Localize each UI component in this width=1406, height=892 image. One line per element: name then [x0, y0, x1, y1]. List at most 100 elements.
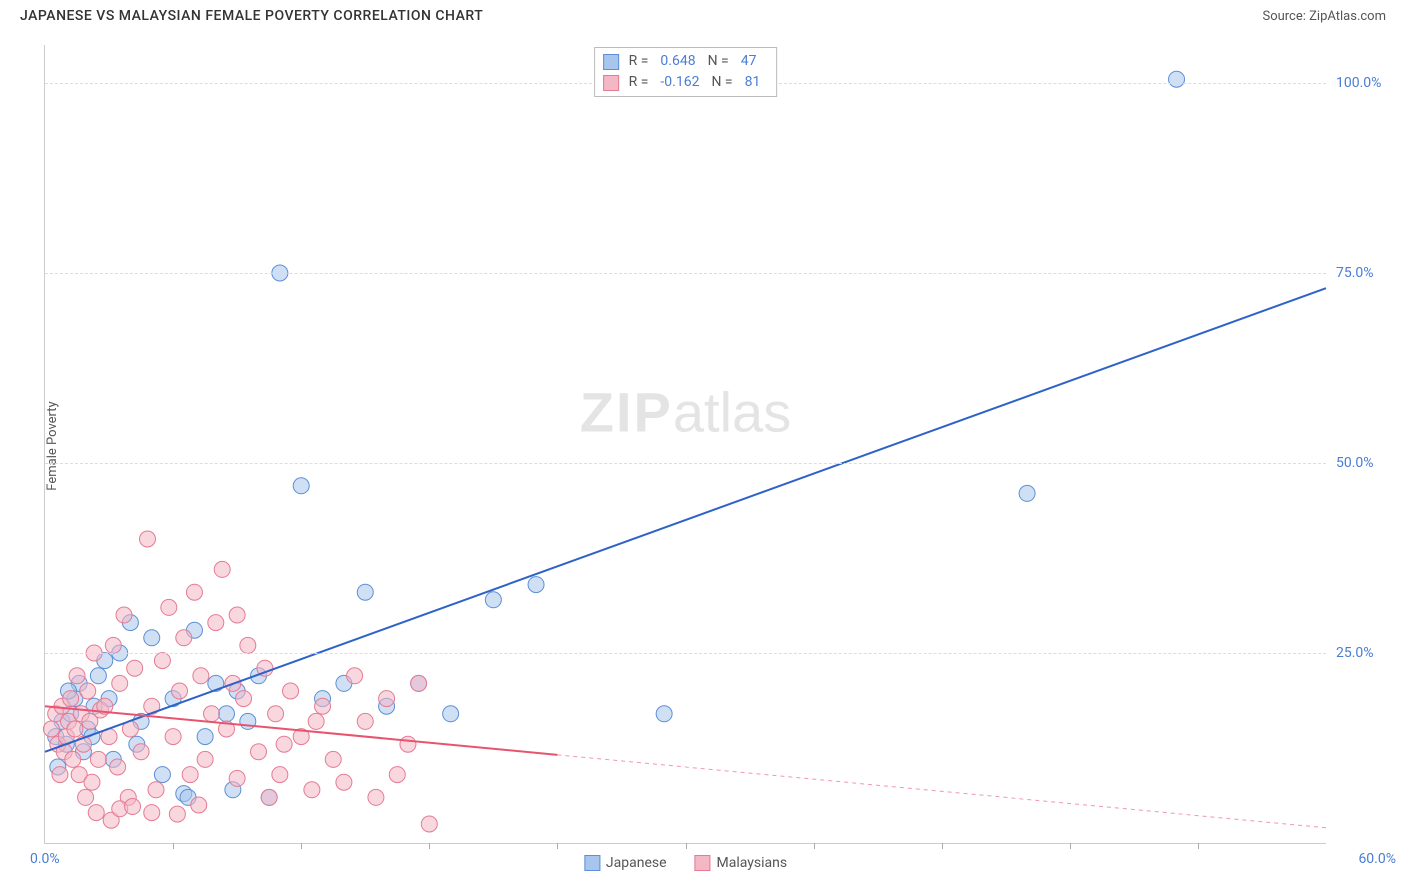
swatch-malaysians-icon [695, 855, 711, 871]
source-name: ZipAtlas.com [1309, 9, 1386, 24]
grid-line [45, 653, 1326, 654]
data-point [421, 816, 437, 832]
data-point [90, 668, 106, 684]
grid-line [45, 463, 1326, 464]
data-point [229, 770, 245, 786]
n-label: N = [711, 72, 732, 93]
data-point [261, 789, 277, 805]
data-point [229, 607, 245, 623]
data-point [400, 736, 416, 752]
data-point [357, 713, 373, 729]
data-point [125, 799, 141, 815]
data-point [84, 774, 100, 790]
data-point [197, 729, 213, 745]
x-tick [686, 843, 687, 849]
data-point [169, 806, 185, 822]
data-point [112, 675, 128, 691]
data-point [127, 660, 143, 676]
data-point [88, 805, 104, 821]
data-point [208, 615, 224, 631]
legend-item-malaysians: Malaysians [695, 855, 788, 871]
x-tick [1198, 843, 1199, 849]
header: JAPANESE VS MALAYSIAN FEMALE POVERTY COR… [0, 0, 1406, 28]
chart-plot-area: ZIPatlas R = 0.648 N = 47 R = -0.162 N =… [44, 45, 1326, 844]
data-point [144, 805, 160, 821]
legend-row-malaysians: R = -0.162 N = 81 [603, 72, 767, 93]
y-tick-label: 100.0% [1336, 75, 1396, 91]
data-point [78, 789, 94, 805]
data-point [276, 736, 292, 752]
legend-row-japanese: R = 0.648 N = 47 [603, 51, 767, 72]
r-value-japanese: 0.648 [660, 51, 695, 72]
grid-line [45, 273, 1326, 274]
r-label: R = [629, 72, 649, 93]
data-point [443, 706, 459, 722]
n-value-malaysians: 81 [745, 72, 761, 93]
data-point [148, 782, 164, 798]
legend-series: Japanese Malaysians [584, 855, 787, 871]
data-point [43, 721, 59, 737]
data-point [304, 782, 320, 798]
data-point [368, 789, 384, 805]
n-value-japanese: 47 [741, 51, 757, 72]
swatch-japanese [603, 54, 619, 70]
data-point [172, 683, 188, 699]
data-point [193, 668, 209, 684]
data-point [357, 584, 373, 600]
r-label: R = [629, 51, 649, 72]
data-point [165, 729, 181, 745]
data-point [67, 721, 83, 737]
data-point [251, 744, 267, 760]
chart-title: JAPANESE VS MALAYSIAN FEMALE POVERTY COR… [20, 8, 483, 24]
y-tick-label: 25.0% [1336, 645, 1396, 661]
data-point [1019, 485, 1035, 501]
data-point [283, 683, 299, 699]
x-axis-max-label: 60.0% [1358, 851, 1396, 867]
data-point [379, 691, 395, 707]
data-point [347, 668, 363, 684]
data-point [191, 797, 207, 813]
data-point [161, 599, 177, 615]
data-point [308, 713, 324, 729]
trend-line-extension [557, 755, 1326, 828]
data-point [144, 630, 160, 646]
trend-line [45, 706, 557, 755]
data-point [236, 691, 252, 707]
y-tick-label: 75.0% [1336, 265, 1396, 281]
data-point [411, 675, 427, 691]
data-point [197, 751, 213, 767]
r-value-malaysians: -0.162 [660, 72, 699, 93]
data-point [485, 592, 501, 608]
data-point [52, 767, 68, 783]
data-point [528, 577, 544, 593]
swatch-malaysians [603, 75, 619, 91]
data-point [154, 767, 170, 783]
data-point [315, 698, 331, 714]
data-point [63, 691, 79, 707]
data-point [90, 751, 106, 767]
swatch-japanese-icon [584, 855, 600, 871]
x-tick [557, 843, 558, 849]
x-tick [942, 843, 943, 849]
legend-label-malaysians: Malaysians [717, 855, 788, 871]
data-point [186, 584, 202, 600]
data-point [139, 531, 155, 547]
data-point [325, 751, 341, 767]
x-tick [301, 843, 302, 849]
trend-line [45, 288, 1326, 752]
legend-label-japanese: Japanese [606, 855, 667, 871]
scatter-svg [45, 45, 1326, 843]
data-point [293, 478, 309, 494]
source-attribution: Source: ZipAtlas.com [1262, 9, 1386, 24]
data-point [240, 713, 256, 729]
data-point [240, 637, 256, 653]
x-tick [814, 843, 815, 849]
x-tick [429, 843, 430, 849]
data-point [204, 706, 220, 722]
data-point [133, 744, 149, 760]
legend-item-japanese: Japanese [584, 855, 667, 871]
data-point [154, 653, 170, 669]
data-point [116, 607, 132, 623]
data-point [218, 706, 234, 722]
n-label: N = [708, 51, 729, 72]
